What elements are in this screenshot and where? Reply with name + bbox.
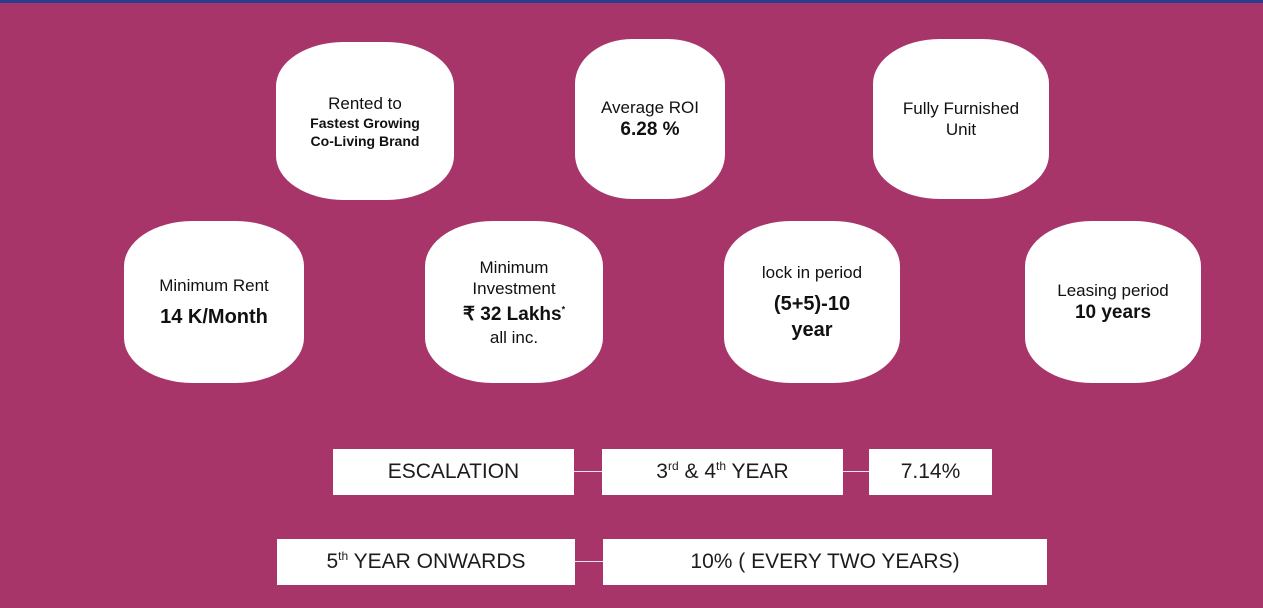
min-investment-note: all inc. [489, 327, 539, 347]
min-investment-asterisk: * [561, 304, 566, 315]
onwards-suffix: YEAR ONWARDS [348, 550, 526, 573]
onwards-label-box: 5th YEAR ONWARDS [277, 539, 575, 585]
rented-line3: Co-Living Brand [310, 132, 420, 149]
min-investment-value: ₹ 32 Lakhs [462, 303, 562, 325]
onwards-prefix: 5 [326, 550, 339, 573]
onwards-connector [575, 561, 603, 562]
escalation-year-sup2: th [716, 459, 727, 473]
escalation-rate-box: 7.14% [869, 449, 992, 495]
escalation-year-sup1: rd [667, 459, 679, 473]
min-investment-line2: Investment [472, 278, 556, 298]
onwards-rate: 10% ( EVERY TWO YEARS) [690, 550, 960, 573]
lock-in-value1: (5+5)-10 [773, 292, 851, 315]
feature-rented-to: Rented to Fastest Growing Co-Living Bran… [276, 42, 454, 200]
feature-leasing-period: Leasing period 10 years [1025, 221, 1201, 383]
min-rent-label: Minimum Rent [159, 275, 269, 295]
onwards-text: 5th YEAR ONWARDS [326, 550, 525, 574]
furnished-line1: Fully Furnished [902, 99, 1020, 118]
leasing-value: 10 years [1074, 301, 1152, 323]
feature-average-roi: Average ROI 6.28 % [575, 39, 725, 199]
roi-label: Average ROI [601, 97, 699, 117]
feature-fully-furnished: Fully Furnished Unit [873, 39, 1049, 199]
top-accent-bar [0, 0, 1263, 3]
escalation-connector-1 [574, 471, 602, 472]
rented-line1: Rented to [328, 93, 402, 113]
min-investment-value-wrap: ₹ 32 Lakhs* [463, 303, 565, 327]
escalation-year-mid: & 4 [678, 460, 717, 483]
escalation-label-box: ESCALATION [333, 449, 574, 495]
min-rent-value: 14 K/Month [160, 305, 268, 328]
escalation-years-box: 3rd & 4th YEAR [602, 449, 843, 495]
escalation-rate: 7.14% [900, 460, 961, 483]
min-investment-line1: Minimum [479, 257, 549, 277]
onwards-rate-box: 10% ( EVERY TWO YEARS) [603, 539, 1047, 585]
escalation-year-suffix: YEAR [726, 460, 789, 483]
escalation-year-prefix: 3 [656, 460, 668, 483]
escalation-connector-2 [843, 471, 869, 472]
onwards-sup: th [338, 549, 349, 563]
leasing-label: Leasing period [1057, 280, 1169, 300]
feature-minimum-investment: Minimum Investment ₹ 32 Lakhs* all inc. [425, 221, 603, 383]
feature-lock-in-period: lock in period (5+5)-10 year [724, 221, 900, 383]
feature-minimum-rent: Minimum Rent 14 K/Month [124, 221, 304, 383]
lock-in-label: lock in period [761, 262, 863, 282]
roi-value: 6.28 % [620, 118, 680, 140]
furnished-line2: Unit [945, 120, 977, 139]
rented-line2: Fastest Growing [310, 114, 420, 131]
escalation-year-text: 3rd & 4th YEAR [656, 460, 788, 484]
lock-in-value2: year [791, 318, 833, 341]
escalation-label: ESCALATION [387, 460, 520, 483]
